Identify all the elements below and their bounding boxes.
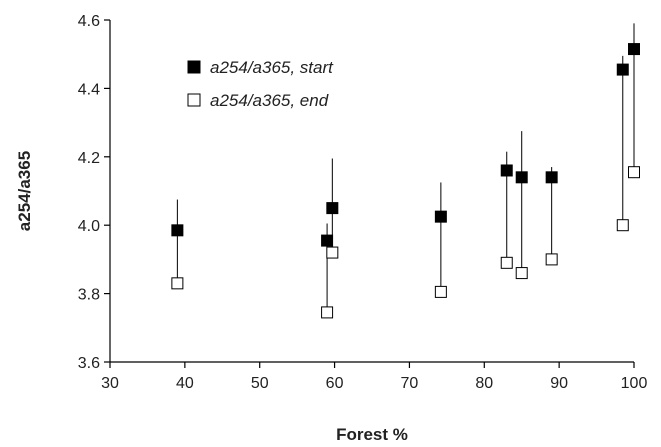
y-tick-label: 3.6 bbox=[78, 355, 100, 372]
y-tick-label: 4.2 bbox=[78, 150, 100, 167]
end-point-marker bbox=[171, 277, 184, 290]
x-axis-title: Forest % bbox=[336, 425, 408, 444]
start-point-marker bbox=[434, 210, 447, 223]
x-tick-label: 80 bbox=[475, 375, 493, 392]
end-point-marker bbox=[326, 246, 339, 259]
start-point-marker bbox=[515, 171, 528, 184]
end-point-marker bbox=[628, 166, 640, 179]
start-point-marker bbox=[326, 202, 339, 215]
end-point-marker bbox=[545, 253, 558, 266]
y-tick-label: 4.0 bbox=[78, 218, 100, 235]
start-point-marker bbox=[321, 234, 334, 247]
x-tick-label: 50 bbox=[251, 375, 269, 392]
x-tick-label: 70 bbox=[401, 375, 419, 392]
x-tick-label: 40 bbox=[176, 375, 194, 392]
axes bbox=[109, 20, 634, 363]
x-tick-label: 30 bbox=[101, 375, 119, 392]
end-point-marker bbox=[434, 285, 447, 298]
end-point-marker bbox=[515, 267, 528, 280]
start-point-marker bbox=[171, 224, 184, 237]
ticks: 30 40 50 60 70 80 90 100 3.6 3.8 4.0 4.2 4.4 4.6 bbox=[78, 13, 648, 392]
legend-marker-end bbox=[187, 93, 201, 107]
end-point-marker bbox=[616, 219, 629, 232]
legend: a254/a365, start a254/a365, end bbox=[187, 58, 334, 110]
end-point-marker bbox=[321, 306, 334, 319]
y-tick-label: 4.6 bbox=[78, 13, 100, 30]
y-axis-title: a254/a365 bbox=[15, 151, 34, 231]
x-tick-label: 100 bbox=[621, 375, 648, 392]
legend-label-end: a254/a365, end bbox=[210, 91, 329, 110]
x-tick-label: 90 bbox=[550, 375, 568, 392]
data-markers bbox=[171, 43, 640, 319]
y-tick-label: 4.4 bbox=[78, 81, 100, 98]
y-tick-label: 3.8 bbox=[78, 287, 100, 304]
start-point-marker bbox=[500, 164, 513, 177]
start-point-marker bbox=[545, 171, 558, 184]
start-point-marker bbox=[616, 63, 629, 76]
end-point-marker bbox=[500, 256, 513, 269]
start-point-marker bbox=[628, 43, 640, 56]
legend-marker-start bbox=[187, 60, 201, 74]
legend-label-start: a254/a365, start bbox=[210, 58, 334, 77]
x-tick-label: 60 bbox=[326, 375, 344, 392]
